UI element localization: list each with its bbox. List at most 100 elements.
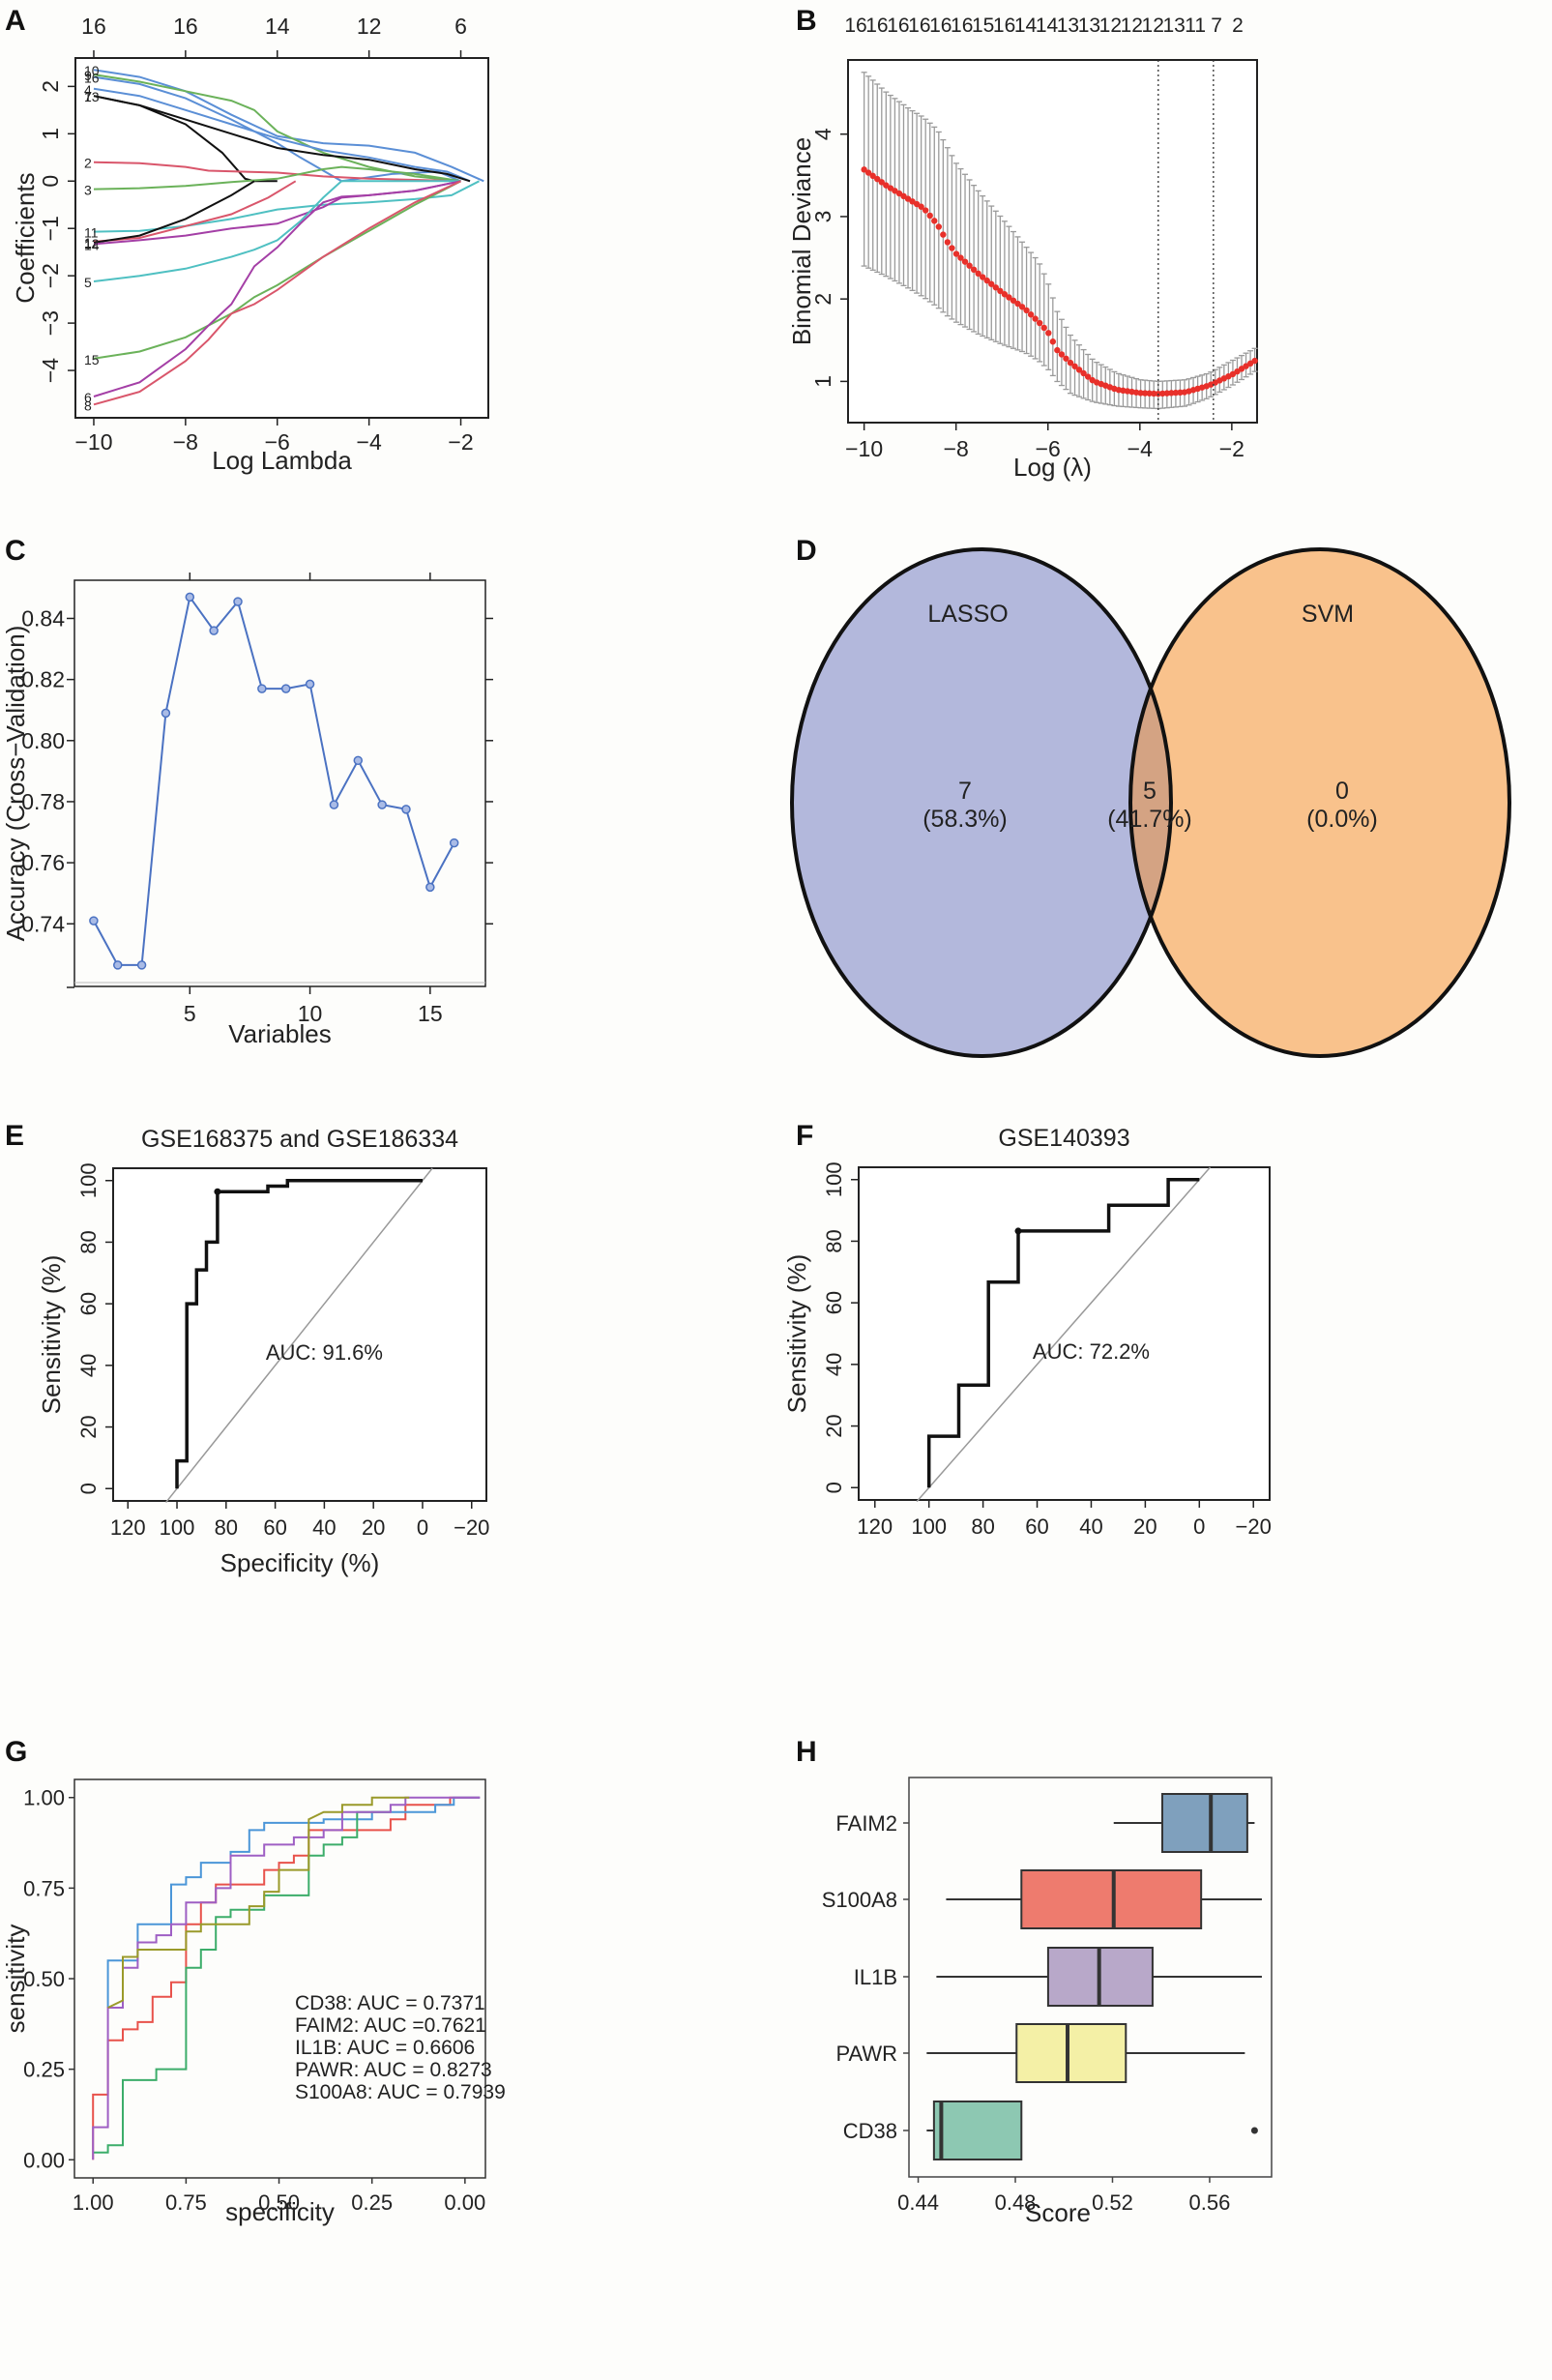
category-label: FAIM2 (835, 1811, 897, 1836)
top-axis-label: 16 (993, 15, 1015, 37)
y-axis-title: sensitivity (1, 1925, 30, 2034)
top-axis-label: 16 (929, 15, 952, 37)
deviance-point (861, 166, 867, 173)
coef-path-label: 5 (84, 275, 92, 290)
coef-path-label: 12 (84, 236, 100, 251)
deviance-point (983, 277, 990, 284)
coef-path-12 (93, 180, 255, 244)
panel-label-a: A (5, 5, 26, 37)
deviance-point (952, 250, 960, 257)
x-tick-label: 20 (1133, 1514, 1157, 1539)
accuracy-point (353, 755, 364, 766)
x-tick-label: 80 (971, 1514, 994, 1539)
top-axis-label: 12 (1121, 15, 1143, 37)
coef-path-label: 15 (84, 352, 100, 367)
y-tick-label: −3 (38, 310, 63, 336)
y-tick-label: 0.84 (21, 605, 65, 631)
x-tick-label: 40 (312, 1515, 336, 1540)
plot-title: GSE168375 and GSE186334 (141, 1126, 458, 1153)
x-tick-label: −20 (1236, 1514, 1272, 1539)
top-axis-label: 6 (454, 14, 467, 39)
top-axis-label: 2 (1232, 15, 1244, 37)
deviance-point (918, 203, 924, 210)
panel-b-cv-deviance: −10 −8 −6 −4 −212341616161616161516141413131… (787, 15, 1258, 482)
coef-path-label: 3 (84, 183, 92, 198)
plot-title: GSE140393 (998, 1125, 1129, 1152)
coef-path-label: 8 (84, 397, 92, 413)
y-tick-label: 0.25 (23, 2058, 65, 2082)
deviance-point (1032, 315, 1039, 322)
roc-threshold-point (1014, 1227, 1022, 1235)
x-tick-label: 20 (362, 1515, 385, 1540)
panel-f-roc: 120 100 80 60 40 20 0 −20 0 20 40 60 80 100 GSE140393 S… (782, 1125, 1272, 1539)
y-tick-label: 0.78 (21, 789, 65, 814)
x-tick-label: −20 (454, 1515, 489, 1540)
x-tick-label: 0.75 (165, 2190, 207, 2215)
y-axis-title: Coefficients (11, 172, 40, 303)
panel-h-score-boxplot: 0.44 0.48 0.52 0.56 Score FAIM2 S100A8 IL1B PAWR… (822, 1777, 1273, 2227)
venn-region-percent: (0.0%) (1306, 806, 1378, 833)
legend-entry-il1b: IL1B: AUC = 0.6606 (295, 2037, 475, 2059)
deviance-point (979, 274, 986, 280)
venn-set-svm (1130, 549, 1509, 1056)
x-tick-label: −10 (74, 429, 112, 455)
venn-region-count: 7 (958, 778, 972, 805)
box-pawr (1015, 2023, 1127, 2083)
deviance-point (1037, 319, 1043, 327)
accuracy-point (425, 882, 435, 893)
panel-label-h: H (796, 1736, 817, 1768)
coef-path-7 (93, 95, 471, 183)
deviance-point (1146, 390, 1153, 397)
coef-path-label: 6 (84, 390, 92, 405)
deviance-point (940, 231, 947, 238)
auc-annotation: AUC: 91.6% (266, 1340, 383, 1365)
deviance-point (1084, 373, 1092, 380)
coef-path-2 (93, 161, 461, 183)
auc-annotation: AUC: 72.2% (1033, 1339, 1150, 1364)
y-tick-label: 2 (38, 80, 63, 93)
accuracy-point (136, 960, 147, 970)
x-axis-title: Variables (228, 1019, 331, 1048)
venn-region-percent: (41.7%) (1107, 806, 1192, 833)
accuracy-point (209, 626, 219, 635)
y-tick-label: 1.00 (23, 1786, 65, 1810)
coef-path-label: 4 (84, 82, 92, 98)
y-tick-label: 0 (38, 175, 63, 188)
deviance-point (992, 284, 1000, 291)
deviance-point (1177, 389, 1184, 397)
y-tick-label: −1 (38, 216, 63, 241)
top-axis-label: 14 (265, 14, 290, 39)
panel-e-roc: 120 100 80 60 40 20 0 −20 0 20 40 60 80 100 GSE168375 … (37, 1126, 489, 1577)
coef-path-1 (93, 180, 297, 243)
deviance-point (1001, 291, 1009, 298)
x-axis-title: specificity (225, 2197, 335, 2226)
coef-path-10 (93, 69, 484, 183)
deviance-point (1027, 311, 1035, 318)
coef-path-label: 2 (84, 156, 92, 171)
x-axis-title: Log (λ) (1013, 453, 1092, 482)
x-tick-label: 100 (911, 1514, 947, 1539)
x-tick-label: 100 (160, 1515, 195, 1540)
accuracy-point (185, 592, 195, 602)
y-tick-label: 0.50 (23, 1967, 65, 1991)
x-axis-title: Specificity (%) (220, 1548, 380, 1577)
y-tick-label: 40 (822, 1353, 846, 1376)
accuracy-point (257, 684, 267, 693)
y-tick-label: 0.75 (23, 1876, 65, 1900)
x-tick-label: 40 (1079, 1514, 1102, 1539)
venn-region-count: 5 (1143, 778, 1157, 805)
accuracy-point (89, 916, 99, 926)
category-label: IL1B (854, 1965, 897, 1989)
y-tick-label: 1 (38, 128, 63, 140)
y-tick-label: 0.82 (21, 667, 65, 692)
category-label: CD38 (843, 2119, 897, 2143)
top-axis-label: 16 (865, 15, 888, 37)
deviance-point (931, 218, 938, 224)
y-tick-label: 20 (822, 1414, 846, 1437)
x-tick-label: 60 (1025, 1514, 1048, 1539)
top-axis-label: 16 (81, 14, 106, 39)
top-axis-label: 14 (1036, 15, 1059, 37)
deviance-point (874, 175, 881, 183)
deviance-point (1168, 390, 1175, 397)
